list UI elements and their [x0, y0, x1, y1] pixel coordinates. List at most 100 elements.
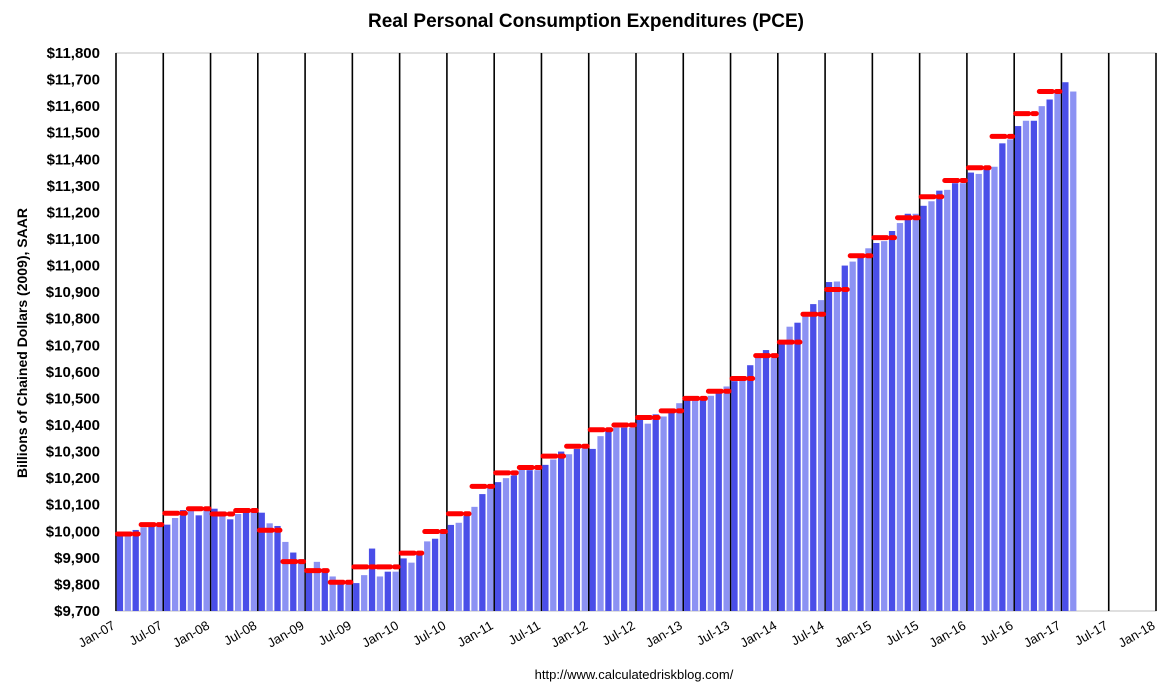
x-tick-label: Jan-18: [1116, 618, 1158, 651]
y-tick-label: $11,300: [47, 178, 100, 195]
bar: [597, 436, 604, 611]
y-tick-label: $11,500: [47, 125, 100, 142]
x-tick-label: Jul-08: [221, 618, 259, 649]
bar: [944, 189, 951, 611]
bar: [786, 326, 793, 611]
bar: [723, 386, 730, 611]
bar: [621, 427, 628, 611]
y-tick-label: $11,800: [47, 45, 100, 62]
bar: [368, 548, 376, 611]
bar: [447, 524, 454, 611]
bar: [518, 467, 525, 611]
bar: [573, 448, 581, 611]
bar: [668, 409, 675, 611]
bar: [219, 511, 226, 611]
x-tick-label: Jan-12: [548, 618, 590, 651]
bar: [471, 506, 478, 611]
bar: [975, 173, 982, 611]
bar: [376, 576, 384, 611]
bar: [833, 281, 841, 611]
bar: [936, 190, 943, 611]
bar: [778, 342, 785, 611]
bar: [636, 419, 644, 611]
bar: [431, 538, 439, 611]
bar: [628, 427, 636, 611]
bar: [534, 470, 541, 611]
x-tick-label: Jan-14: [737, 618, 779, 651]
bar: [132, 529, 139, 611]
bar: [999, 143, 1006, 611]
y-tick-label: $11,700: [47, 72, 100, 89]
bar: [1062, 82, 1069, 612]
bar: [258, 512, 265, 611]
bar: [494, 482, 502, 611]
bar: [739, 378, 746, 611]
bar: [250, 508, 258, 611]
bar: [227, 519, 234, 611]
gridlines: [115, 53, 1157, 611]
bar: [479, 494, 486, 611]
bar-series: [116, 82, 1077, 612]
y-tick-label: $10,100: [46, 497, 100, 514]
bar: [203, 507, 210, 611]
x-tick-label: Jul-13: [694, 618, 732, 649]
bar: [1038, 106, 1045, 611]
bar: [124, 535, 131, 611]
bar: [581, 446, 588, 611]
bar: [274, 525, 281, 611]
y-tick-label: $10,400: [46, 417, 100, 434]
x-tick-label: Jul-15: [883, 618, 921, 649]
bar: [857, 256, 864, 611]
y-tick-label: $10,500: [46, 390, 100, 407]
bar: [802, 314, 809, 611]
bar: [881, 241, 888, 611]
y-tick-label: $11,600: [47, 98, 100, 115]
y-tick-label: $11,100: [47, 231, 100, 248]
bar: [888, 231, 896, 611]
bar: [526, 470, 533, 611]
y-tick-label: $10,200: [46, 470, 100, 487]
bar: [290, 552, 297, 611]
bar: [613, 427, 620, 611]
y-tick-label: $9,700: [54, 603, 100, 620]
bar: [558, 451, 565, 611]
x-tick-label: Jan-11: [455, 618, 496, 650]
bar: [991, 166, 998, 612]
x-tick-label: Jan-13: [643, 618, 685, 651]
bar: [329, 576, 336, 611]
bar: [896, 223, 904, 611]
bar: [967, 172, 974, 611]
bar: [408, 562, 415, 611]
bar: [384, 571, 391, 611]
bar: [313, 561, 321, 611]
bar: [849, 261, 856, 611]
chart-title: Real Personal Consumption Expenditures (…: [368, 11, 804, 32]
bar: [282, 541, 289, 611]
bar: [912, 213, 919, 611]
quarterly-markers: [115, 89, 1063, 585]
y-axis-ticks: $9,700 $9,800 $9,900 $10,000 $10,100 $10,200 $…: [46, 45, 100, 620]
bar: [983, 167, 990, 611]
bar: [361, 575, 368, 611]
x-tick-label: Jul-10: [410, 618, 448, 649]
bar: [187, 510, 194, 611]
y-tick-label: $11,400: [47, 151, 100, 168]
bar: [904, 213, 911, 611]
bar: [691, 398, 699, 611]
bar: [463, 515, 470, 611]
bar: [715, 389, 722, 611]
bar: [920, 205, 927, 612]
bar: [164, 524, 171, 611]
x-tick-label: Jan-10: [359, 618, 401, 651]
bar: [652, 414, 659, 611]
bar: [400, 558, 407, 611]
bar: [699, 397, 707, 611]
x-tick-label: Jul-07: [127, 618, 165, 649]
bar: [195, 515, 202, 611]
bar: [116, 533, 124, 611]
y-tick-label: $11,000: [47, 258, 100, 275]
bar: [1030, 120, 1038, 611]
x-tick-label: Jul-09: [316, 618, 354, 649]
bar: [684, 398, 691, 611]
